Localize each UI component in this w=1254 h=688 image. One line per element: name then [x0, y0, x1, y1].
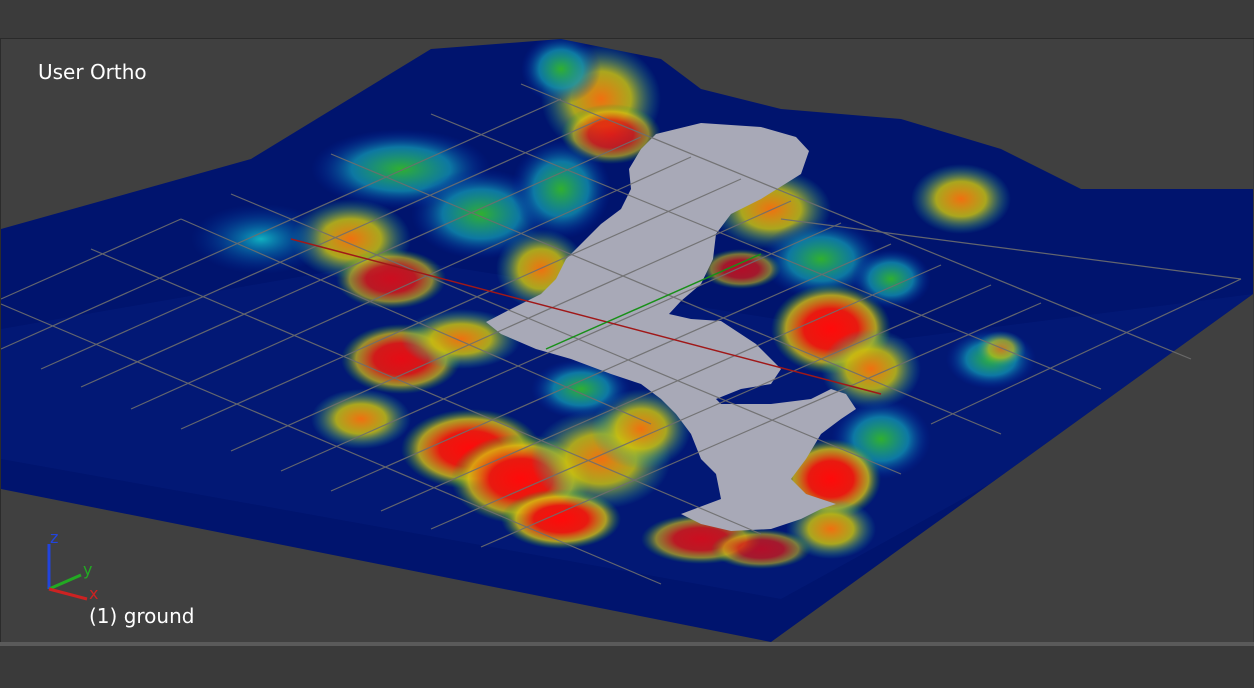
z-axis-label: z	[50, 529, 58, 547]
x-axis-line	[290, 238, 882, 395]
footer-bar	[0, 642, 1254, 688]
x-axis-icon	[48, 587, 88, 601]
y-axis-label: y	[83, 560, 92, 579]
scene-render	[1, 39, 1253, 642]
3d-viewport[interactable]: User Ortho (1) ground z y x	[0, 39, 1253, 642]
x-axis-label: x	[89, 584, 98, 603]
view-name-label: User Ortho	[38, 60, 147, 84]
y-axis-line	[545, 253, 762, 350]
y-axis-icon	[48, 573, 82, 591]
active-object-label: (1) ground	[89, 604, 195, 628]
axis-gizmo: z y x	[47, 529, 98, 603]
header-bar	[0, 0, 1254, 39]
selected-faces[interactable]	[486, 123, 856, 531]
floor-grid	[1, 83, 1242, 585]
